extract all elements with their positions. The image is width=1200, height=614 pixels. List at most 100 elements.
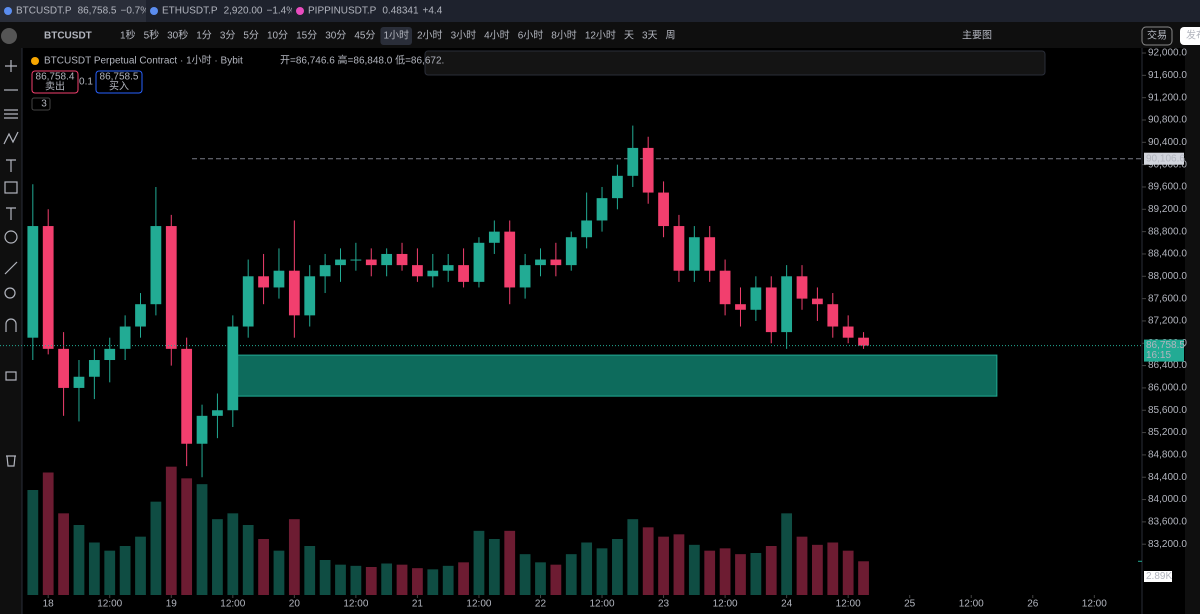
candle-body [412, 265, 423, 277]
x-tick-label: 25 [904, 599, 916, 610]
legend-icon [31, 57, 39, 65]
timeframe[interactable]: 12小时 [585, 30, 616, 42]
y-tick-label: 89,200.0 [1148, 204, 1187, 215]
candle-body [135, 304, 146, 327]
tool-emoji[interactable] [4, 230, 18, 244]
trade-button[interactable] [1141, 26, 1173, 46]
tool-pattern[interactable] [3, 131, 19, 145]
x-tick-label: 12:00 [97, 599, 122, 610]
candle-body [365, 259, 377, 266]
tab[interactable] [146, 0, 292, 22]
tab-change: −0.7% [121, 6, 150, 17]
tool-zoom[interactable] [4, 287, 16, 299]
volume-bar [258, 539, 269, 595]
publish-button[interactable] [1180, 27, 1200, 45]
x-tick-label: 12:00 [466, 599, 491, 610]
tool-ruler[interactable] [4, 261, 18, 275]
right-panel [1185, 48, 1200, 614]
candle-body [658, 192, 669, 227]
volume-bar [288, 519, 300, 595]
volume-bar [658, 536, 669, 595]
volume-bar [535, 562, 546, 595]
y-tick-label: 92,000.0 [1148, 48, 1187, 59]
candle-body [335, 259, 346, 266]
volume-bar [458, 562, 469, 595]
candle-body [319, 265, 331, 277]
tab[interactable] [292, 0, 438, 22]
y-tick-label: 89,600.0 [1148, 182, 1187, 193]
x-tick-label: 12:00 [713, 599, 738, 610]
timeframe[interactable]: 2小时 [417, 30, 443, 42]
timeframe[interactable]: 10分 [267, 30, 288, 42]
y-tick-label: 90,800.0 [1148, 115, 1187, 126]
timeframe[interactable]: 45分 [354, 30, 375, 42]
timeframe[interactable]: 1秒 [120, 29, 136, 42]
indicator-toggle[interactable] [31, 97, 51, 111]
volume-bar [412, 568, 423, 595]
tool-annot[interactable] [6, 207, 16, 220]
timeframe[interactable]: 天 [624, 31, 634, 42]
tab[interactable] [0, 0, 146, 22]
x-tick-label: 23 [658, 599, 670, 610]
tool-lock[interactable] [5, 371, 17, 381]
timeframe[interactable]: 3小时 [451, 30, 477, 42]
y-tick-label: 88,000.0 [1148, 271, 1187, 282]
tool-fib[interactable] [4, 109, 18, 119]
volume-bar [473, 530, 485, 595]
y-tick-label: 88,800.0 [1148, 226, 1187, 237]
volume-bar [58, 513, 69, 595]
tool-text[interactable] [6, 159, 16, 172]
timeframe[interactable]: 30分 [325, 30, 346, 42]
indicator-count: 3 [41, 99, 47, 110]
volume-bar [596, 548, 608, 595]
y-tick-label: 84,800.0 [1148, 450, 1187, 461]
volume-bar [781, 513, 793, 595]
volume-bar [365, 567, 377, 595]
timeframe[interactable]: 3分 [220, 30, 236, 42]
buy-price: 86,758.5 [100, 72, 139, 83]
candle-body [812, 298, 823, 305]
candle-body [642, 147, 654, 193]
candle-body [88, 360, 100, 377]
candle-body [842, 326, 854, 338]
volume-bar [812, 544, 823, 595]
candle-body [612, 175, 623, 199]
tool-magnet[interactable] [5, 318, 17, 332]
buy-box[interactable] [95, 70, 143, 94]
timeframe[interactable]: 周 [666, 30, 676, 42]
tab-symbol: PIPPINUSDT.P [308, 6, 377, 17]
countdown: 16:15 [1146, 350, 1171, 361]
timeframe[interactable]: 4小时 [484, 30, 510, 42]
timeframe[interactable]: 8小时 [551, 30, 577, 42]
timeframe[interactable]: 30秒 [167, 29, 188, 42]
tool-trash[interactable] [6, 455, 16, 467]
timeframe[interactable]: 15分 [296, 30, 317, 42]
volume-bar [135, 536, 146, 595]
timeframe[interactable]: 5分 [243, 30, 259, 42]
timeframe[interactable]: 6小时 [518, 30, 544, 42]
volume-label: 2.89K [1146, 571, 1172, 582]
volume-bar [627, 519, 639, 595]
sell-box[interactable] [31, 70, 79, 94]
tool-rect[interactable] [4, 181, 18, 194]
candle-body [227, 326, 239, 411]
timeframe[interactable]: 5秒 [144, 29, 160, 42]
candle-body [119, 326, 131, 349]
y-tick-label: 85,200.0 [1148, 427, 1187, 438]
candle-body [288, 270, 300, 316]
candle-body [196, 415, 208, 444]
tab-icon [296, 7, 304, 15]
volume-bar [242, 525, 254, 595]
candle-body [535, 259, 546, 266]
timeframe[interactable]: 3天 [642, 31, 658, 42]
timeframe[interactable]: 1小时 [383, 30, 409, 42]
timeframe[interactable]: 1分 [196, 30, 212, 42]
layout[interactable]: 主要图 [962, 30, 992, 42]
candle-body [165, 226, 177, 349]
y-tick-label: 87,200.0 [1148, 316, 1187, 327]
volume-bar [104, 550, 116, 595]
volume-bar [181, 478, 193, 595]
tool-cross[interactable] [5, 60, 17, 72]
volume-bar [150, 501, 162, 595]
